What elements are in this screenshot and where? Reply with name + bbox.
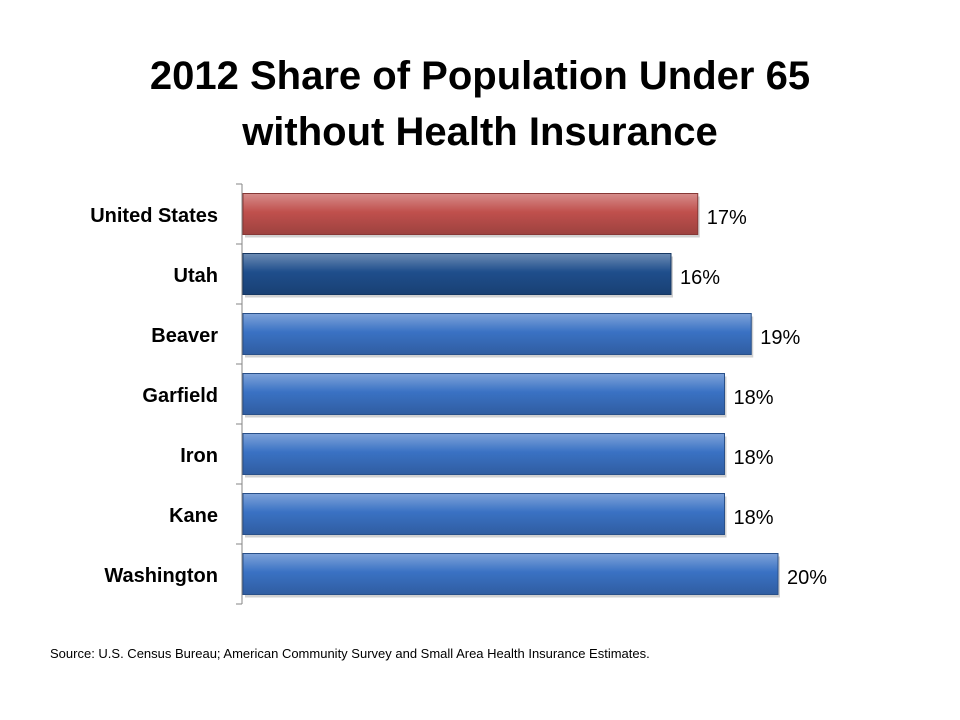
category-label: United States xyxy=(90,205,218,227)
chart-title-line-2: without Health Insurance xyxy=(242,110,718,154)
data-label: 18% xyxy=(734,447,774,469)
bar-washington xyxy=(242,553,779,595)
category-label: Iron xyxy=(180,445,218,467)
data-label: 17% xyxy=(707,207,747,229)
category-label: Washington xyxy=(104,565,218,587)
category-label: Beaver xyxy=(151,325,218,347)
source-note: Source: U.S. Census Bureau; American Com… xyxy=(50,646,650,661)
data-label: 18% xyxy=(734,507,774,529)
bar-kane xyxy=(242,493,725,535)
data-label: 20% xyxy=(787,567,827,589)
bar-utah xyxy=(242,253,672,295)
category-label: Utah xyxy=(174,265,218,287)
bar-united-states xyxy=(242,193,699,235)
bar-iron xyxy=(242,433,725,475)
bars xyxy=(242,193,780,598)
data-label: 16% xyxy=(680,267,720,289)
data-label: 18% xyxy=(734,387,774,409)
category-label: Kane xyxy=(169,505,218,527)
y-axis xyxy=(236,183,243,605)
chart-title-line-1: 2012 Share of Population Under 65 xyxy=(149,54,811,98)
bar-beaver xyxy=(242,313,752,355)
data-label: 19% xyxy=(760,327,800,349)
category-label: Garfield xyxy=(142,385,218,407)
bar-garfield xyxy=(242,373,725,415)
labels: United States 17% Utah 16% Beaver 19% Garfield… xyxy=(90,205,827,589)
